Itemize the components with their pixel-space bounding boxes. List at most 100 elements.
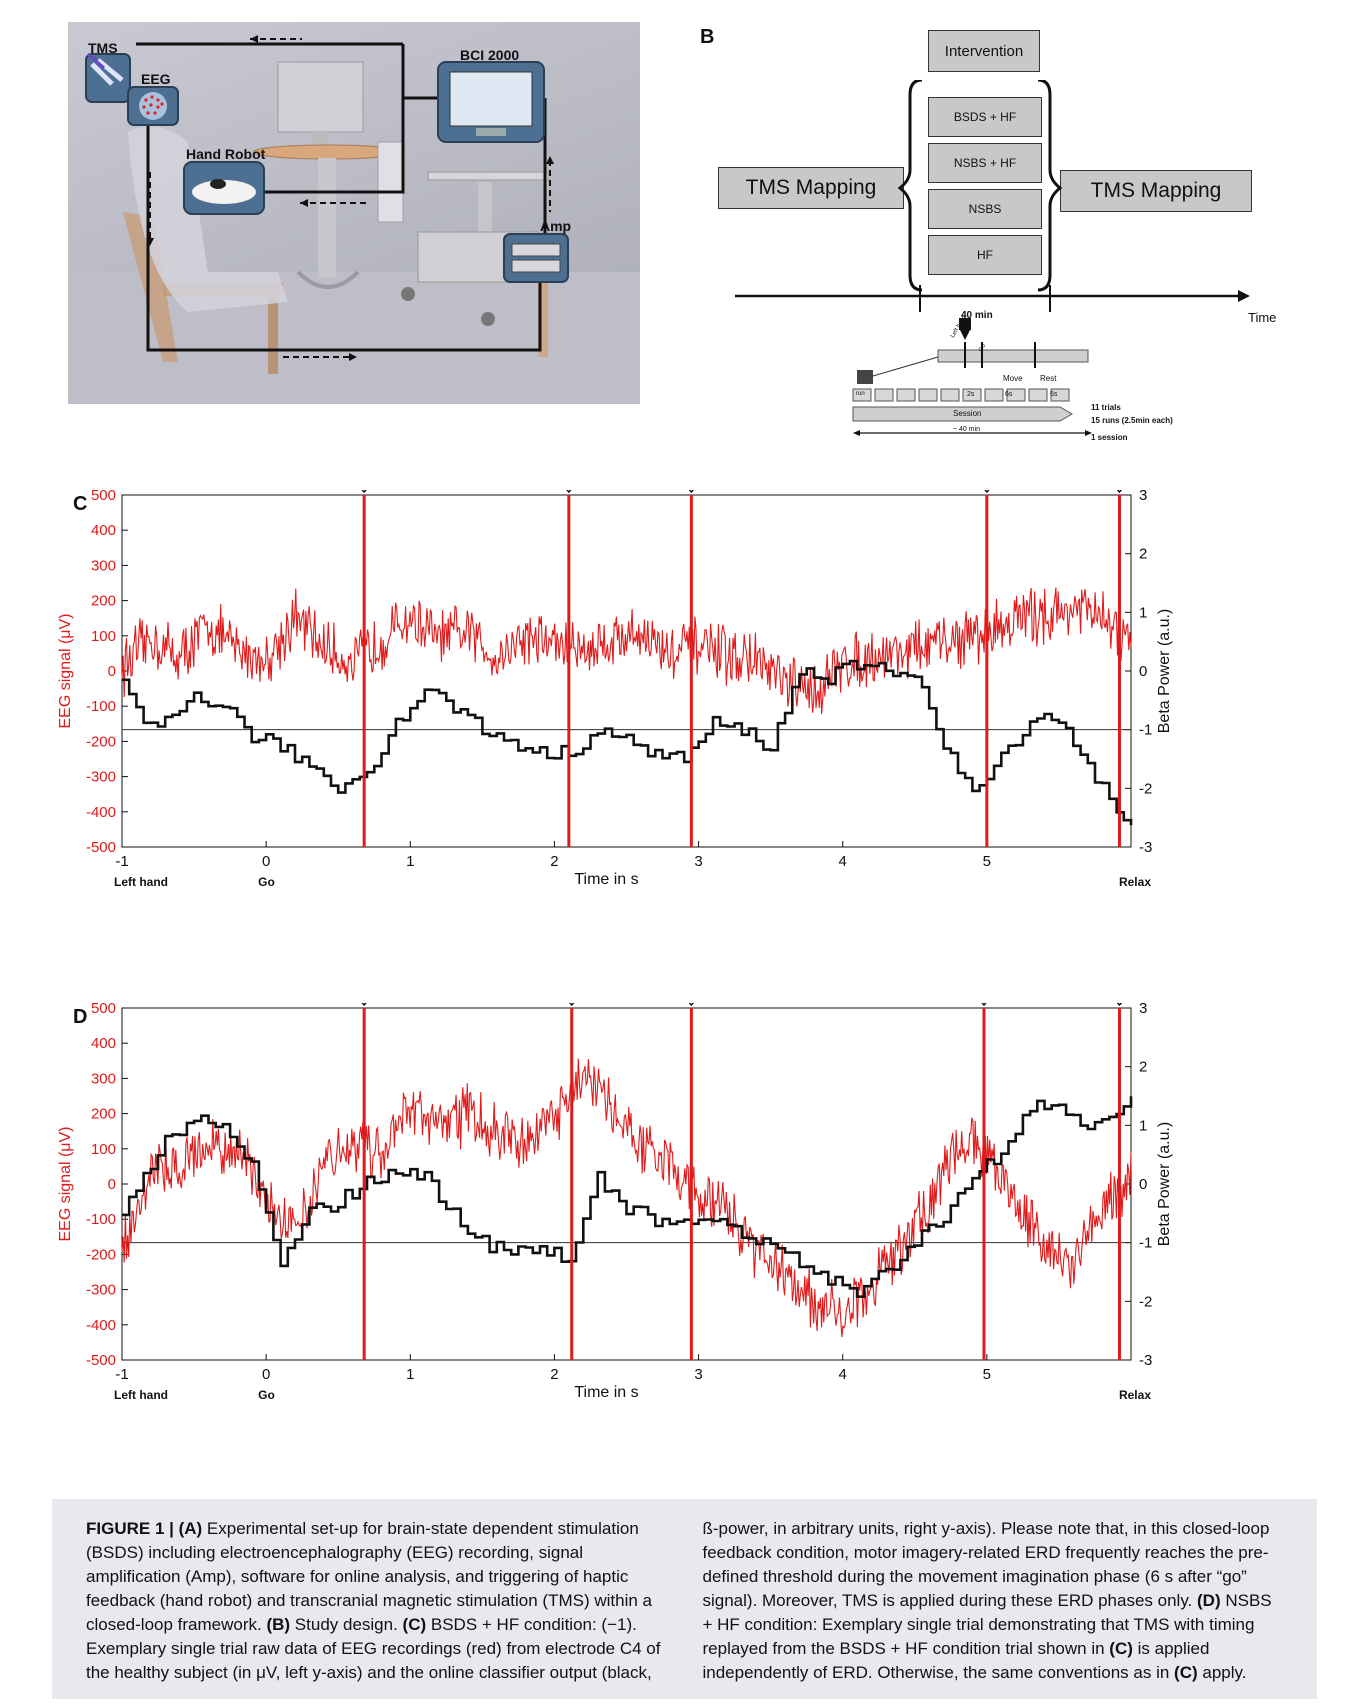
cart-shelf [427, 171, 549, 181]
condition-box-3: NSBS [928, 189, 1042, 229]
tms-mapping-left-box: TMS Mapping [718, 167, 904, 209]
desk-column [318, 158, 336, 278]
loop-line-robot [264, 44, 405, 194]
amp-unit-1 [511, 243, 561, 257]
beta-series-line [122, 659, 1133, 826]
cart-wheel-2 [481, 312, 495, 326]
plot-frame [121, 1007, 1132, 1361]
trial-move-label: Move [1003, 374, 1023, 383]
right-axis-label: Beta Power (a.u.) [1156, 1122, 1173, 1247]
caption-right-column: ß-power, in arbitrary units, right y-axi… [703, 1517, 1284, 1699]
trial-bar [937, 349, 1089, 363]
x-tick-label: 5 [983, 1366, 991, 1383]
desk-monitor [277, 61, 364, 133]
eeg-series-line [121, 1058, 1132, 1338]
monitor-stand [313, 132, 327, 147]
run-box-0 [852, 388, 872, 402]
arrowhead-right [546, 156, 554, 164]
x-tick-label: 1 [406, 853, 414, 870]
left-tick-label: 400 [91, 1035, 116, 1052]
eeg-series-line [121, 587, 1132, 714]
x-axis-label: Time in s [574, 1384, 638, 1401]
label-hand-robot: Hand Robot [186, 146, 266, 162]
x-tick-label: -1 [115, 1366, 128, 1383]
left-tick-label: -300 [86, 769, 116, 786]
stim-arrow-icon [688, 490, 695, 494]
hand-robot-strap [210, 179, 226, 189]
right-tick-label: 1 [1139, 1117, 1147, 1134]
arrowhead-robot [300, 199, 308, 207]
arrowhead-left [146, 238, 154, 246]
chart-panel-d: 5004003002001000-100-200-300-400-5003210… [57, 1003, 1173, 1402]
right-tick-label: -1 [1139, 722, 1152, 739]
trial-marker [857, 370, 873, 384]
time-label: Time [1248, 310, 1277, 325]
x-tick-label: 3 [694, 853, 702, 870]
left-axis-label: EEG signal (μV) [57, 613, 74, 728]
caption-bold: (C) [1109, 1639, 1133, 1658]
stim-arrow-icon [981, 1003, 987, 1007]
bci-base [476, 128, 506, 136]
x-tick-label: 4 [839, 853, 847, 870]
left-tick-label: -200 [86, 733, 116, 750]
stim-arrow-icon [566, 490, 572, 494]
loop-line-bottom [146, 117, 542, 352]
left-tick-label: 400 [91, 522, 116, 539]
caption-bold: (D) [1197, 1591, 1221, 1610]
cart-wheel-1 [401, 287, 415, 301]
intervention-box: Intervention [928, 30, 1040, 72]
hand-robot-device [192, 180, 256, 204]
desk-base [296, 270, 360, 289]
left-tick-label: -300 [86, 1282, 116, 1299]
right-tick-label: -2 [1139, 1293, 1152, 1310]
caption-bold: (B) [266, 1615, 291, 1634]
event-label: Go [258, 1388, 275, 1402]
left-tick-label: 0 [108, 1176, 116, 1193]
total-duration-label: ~ 40 min [953, 426, 981, 433]
right-tick-label: 0 [1139, 1176, 1147, 1193]
session-duration-arrow-right [1085, 430, 1092, 436]
duration-label: 40 min [961, 310, 993, 321]
caption-text: apply. [1197, 1663, 1247, 1682]
figure-caption: FIGURE 1 | (A) Experimental set-up for b… [52, 1499, 1317, 1699]
label-bci: BCI 2000 [460, 47, 520, 63]
left-tick-label: -200 [86, 1246, 116, 1263]
x-tick-label: 0 [262, 853, 270, 870]
beta-series-line [122, 1096, 1133, 1298]
eeg-electrodes [142, 95, 164, 115]
left-tick-label: 300 [91, 1070, 116, 1087]
tms-cable [87, 52, 105, 70]
chair-leg [268, 294, 278, 374]
event-label: Left hand [114, 1388, 168, 1402]
tms-mapping-right-box: TMS Mapping [1060, 170, 1252, 212]
study-design-lines [735, 80, 1250, 436]
x-tick-label: 2 [550, 1366, 558, 1383]
x-tick-label: 0 [262, 1366, 270, 1383]
right-tick-label: 3 [1139, 490, 1147, 504]
runs-count: 15 runs (2.5min each) [1091, 416, 1173, 425]
trial-t1: 2s [967, 391, 975, 398]
left-tick-label: 200 [91, 593, 116, 610]
stim-arrow-icon [569, 1003, 575, 1007]
stim-arrow-icon [361, 1003, 367, 1007]
right-tick-label: 1 [1139, 604, 1147, 621]
right-tick-label: -3 [1139, 1352, 1152, 1369]
session-label: Session [953, 409, 982, 418]
right-tick-label: -1 [1139, 1235, 1152, 1252]
time-axis-arrowhead [1238, 290, 1250, 302]
stim-arrow-icon [688, 1003, 695, 1007]
left-tick-label: -100 [86, 1211, 116, 1228]
left-tick-label: -100 [86, 698, 116, 715]
label-eeg: EEG [141, 71, 171, 87]
caption-text: ß-power, in arbitrary units, right y-axi… [702, 1519, 1270, 1610]
right-axis-label: Beta Power (a.u.) [1156, 609, 1173, 734]
left-tick-label: 500 [91, 1003, 116, 1017]
condition-box-2: NSBS + HF [928, 143, 1042, 183]
chart-panel-c: 5004003002001000-100-200-300-400-5003210… [57, 490, 1173, 889]
tms-coil [90, 58, 124, 86]
x-tick-label: 4 [839, 1366, 847, 1383]
panel-letter-c: C [73, 493, 88, 515]
trial-t3: 6s [1050, 391, 1058, 398]
x-tick-label: -1 [115, 853, 128, 870]
stim-arrow-icon [1116, 1003, 1123, 1007]
